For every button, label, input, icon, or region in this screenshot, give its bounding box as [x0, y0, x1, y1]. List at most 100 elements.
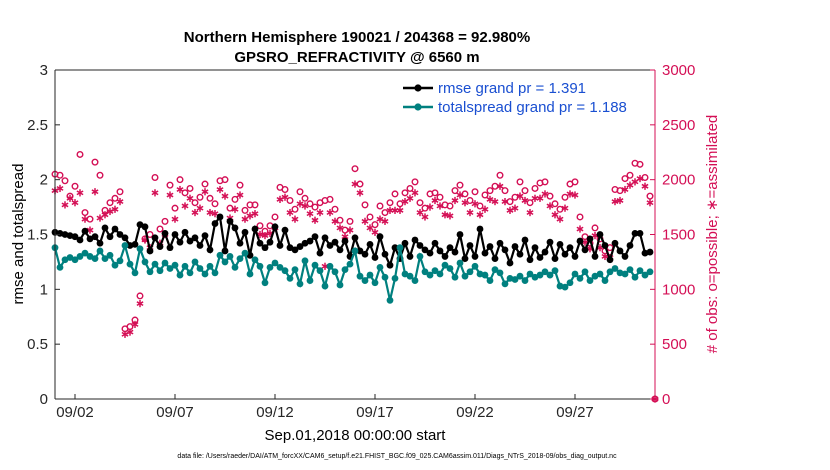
totalspread-point [451, 273, 459, 281]
y-axis-label: rmse and totalspread [10, 164, 27, 305]
totalspread-point [186, 269, 194, 277]
totalspread-point [101, 255, 109, 263]
totalspread-point [71, 256, 79, 264]
possible-obs-point [86, 215, 94, 223]
possible-obs-point [236, 181, 244, 189]
totalspread-point [646, 268, 654, 276]
totalspread-point [331, 268, 339, 276]
totalspread-point [416, 253, 424, 260]
possible-obs-point [281, 186, 289, 194]
assimilated-obs-point [521, 196, 529, 205]
rmse-point [536, 254, 544, 261]
rmse-point [201, 232, 209, 239]
assimilated-obs-point [166, 191, 174, 199]
totalspread-point [141, 258, 149, 266]
chart-title: Northern Hemisphere 190021 / 204368 = 92… [184, 29, 530, 46]
totalspread-point [291, 266, 299, 273]
totalspread-point [576, 274, 584, 282]
assimilated-obs-point [611, 198, 619, 206]
assimilated-obs-point [61, 201, 69, 209]
rmse-point [271, 223, 279, 231]
rmse-point [336, 246, 344, 254]
totalspread-point [391, 274, 399, 282]
rmse-point [646, 248, 654, 256]
rmse-point [206, 246, 214, 254]
possible-obs-point [451, 187, 459, 195]
possible-obs-point [456, 181, 464, 189]
possible-obs-point [386, 199, 394, 207]
rmse-point [101, 224, 109, 232]
assimilated-obs-point [196, 204, 204, 212]
assimilated-obs-point [461, 199, 469, 207]
rmse-point [276, 242, 284, 249]
assimilated-obs-point [436, 202, 444, 210]
assimilated-obs-point [636, 174, 644, 183]
totalspread-point [121, 242, 129, 249]
possible-obs-point [106, 199, 114, 207]
totalspread-point [481, 271, 489, 279]
totalspread-point [181, 262, 189, 270]
assimilated-obs-point [236, 191, 244, 199]
assimilated-obs-point [71, 199, 79, 207]
assimilated-obs-point [311, 216, 319, 224]
rmse-point [521, 236, 529, 244]
assimilated-obs-point [406, 194, 414, 202]
possible-obs-point [341, 226, 349, 234]
assimilated-obs-point [366, 224, 374, 232]
rmse-point [621, 253, 629, 260]
rmse-point [501, 246, 509, 254]
rmse-point [116, 231, 124, 238]
assimilated-obs-point [476, 211, 484, 219]
rmse-point [356, 247, 364, 255]
rmse-point [306, 237, 314, 245]
rmse-point [476, 225, 484, 233]
assimilated-obs-point [641, 182, 649, 190]
totalspread-point [611, 265, 619, 272]
y-tick-label: 0.5 [27, 336, 48, 353]
rmse-point [371, 254, 379, 261]
possible-obs-point [366, 213, 374, 221]
totalspread-point [256, 262, 264, 270]
possible-obs-point [81, 209, 89, 217]
rmse-point [571, 253, 579, 260]
assimilated-obs-point [501, 198, 509, 206]
totalspread-point [246, 270, 254, 278]
assimilated-obs-point [331, 217, 339, 225]
totalspread-point [636, 267, 644, 275]
possible-obs-point [591, 224, 599, 232]
rmse-point [256, 239, 264, 247]
rmse-point [311, 233, 319, 241]
possible-obs-point [526, 199, 534, 207]
totalspread-point [496, 269, 504, 277]
possible-obs-point [626, 171, 634, 179]
assimilated-obs-point [326, 208, 334, 217]
possible-obs-point [271, 213, 279, 221]
possible-obs-point [111, 194, 119, 202]
rmse-point [181, 228, 189, 236]
assimilated-obs-point [221, 192, 229, 200]
assimilated-obs-point [186, 194, 194, 202]
possible-obs-point [446, 202, 454, 210]
rmse-point [406, 253, 414, 260]
rmse-point [576, 237, 584, 245]
assimilated-obs-point [191, 208, 199, 217]
possible-obs-point [496, 171, 504, 179]
y-tick-label: 1.5 [27, 227, 48, 244]
assimilated-obs-point [496, 182, 504, 190]
totalspread-point [351, 247, 359, 255]
assimilated-obs-point [181, 202, 189, 210]
totalspread-point [311, 261, 319, 269]
possible-obs-point [61, 177, 69, 185]
rmse-point [451, 248, 459, 256]
totalspread-point [511, 276, 519, 283]
rmse-point [531, 244, 539, 252]
rmse-point [516, 250, 524, 258]
assimilated-obs-point [481, 205, 489, 213]
possible-obs-point [486, 187, 494, 195]
totalspread-point [396, 244, 404, 252]
possible-obs-point [636, 160, 644, 168]
rmse-point [361, 250, 369, 258]
rmse-point [631, 230, 639, 237]
assimilated-obs-point [281, 193, 289, 201]
rmse-point [511, 243, 519, 250]
